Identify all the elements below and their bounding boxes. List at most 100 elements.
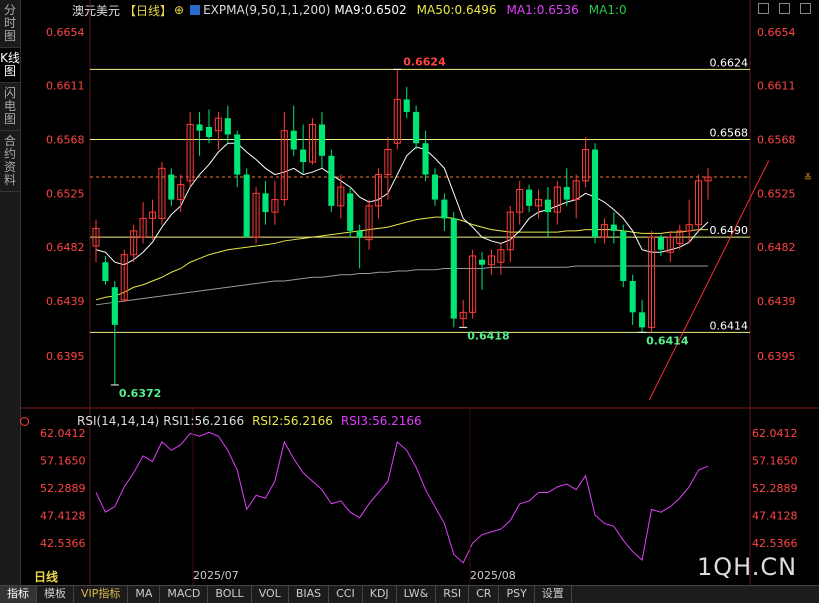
- candle-body-up: [186, 123, 194, 182]
- rsi-tick-left: 47.4128: [40, 509, 86, 522]
- tab-cci[interactable]: CCI: [329, 586, 363, 603]
- candle-body-down: [629, 281, 636, 313]
- ma1-value-a: MA1:0.6536: [506, 3, 579, 17]
- price-tick-left: 0.6654: [46, 26, 85, 39]
- tab-templates[interactable]: 模板: [37, 586, 74, 603]
- candle-body-up: [120, 254, 128, 301]
- candle-body-up: [365, 205, 373, 241]
- candle-body-down: [243, 174, 250, 238]
- ma200-line: [95, 265, 708, 306]
- candle-body-up: [139, 217, 147, 238]
- price-tick-left: 0.6525: [46, 187, 85, 200]
- restore-icon[interactable]: [779, 3, 790, 14]
- price-tick-left: 0.6482: [46, 241, 85, 254]
- candle-body-up: [158, 167, 166, 219]
- candle-body-up: [516, 189, 524, 213]
- price-tick-right: 0.6395: [757, 350, 796, 363]
- rsi-line: [95, 431, 709, 564]
- candle-body-down: [591, 149, 599, 238]
- price-tick-left: 0.6611: [46, 80, 85, 93]
- candle-body-up: [572, 180, 580, 201]
- tab-vol[interactable]: VOL: [252, 586, 289, 603]
- candle-body-up: [685, 224, 693, 232]
- level-label: 0.6568: [710, 126, 749, 139]
- tab-lw[interactable]: LW&: [397, 586, 437, 603]
- indicator-icon: [190, 5, 201, 15]
- price-tick-left: 0.6439: [46, 295, 85, 308]
- period-tag[interactable]: 【日线】: [124, 3, 173, 18]
- candle-body-up: [393, 98, 401, 144]
- tab-vip-indicators[interactable]: VIP指标: [74, 586, 129, 603]
- rsi-tick-right: 42.5366: [752, 537, 798, 550]
- candle-body-up: [459, 311, 467, 320]
- rsi-tick-right: 47.4128: [752, 509, 798, 522]
- settings-icon[interactable]: [20, 416, 29, 426]
- tab-psy[interactable]: PSY: [499, 586, 535, 603]
- candle-body-up: [600, 224, 608, 238]
- tab-indicators[interactable]: 指标: [0, 586, 37, 603]
- rsi1-value: RSI1:56.2166: [163, 414, 245, 428]
- candle-body-down: [328, 155, 335, 206]
- candle-body-up: [497, 249, 505, 263]
- tab-macd[interactable]: MACD: [160, 586, 209, 603]
- candle-body-down: [544, 199, 551, 213]
- period-label[interactable]: 日线: [34, 570, 59, 584]
- price-tick-right: 0.6611: [757, 80, 796, 93]
- candle-body-up: [177, 184, 185, 201]
- annotation-low3: 0.6414: [646, 334, 689, 347]
- annotation-high: 0.6624: [403, 55, 446, 68]
- rsi-tick-left: 62.0412: [40, 427, 86, 440]
- rsi3-value: RSI3:56.2166: [340, 414, 422, 428]
- rsi-tick-right: 52.2889: [752, 482, 798, 495]
- rsi2-value: RSI2:56.2166: [252, 414, 333, 428]
- candle-body-down: [620, 230, 627, 282]
- candle-body-up: [374, 174, 383, 207]
- tab-settings[interactable]: 设置: [535, 586, 572, 603]
- left-tab-bar: 分时图 K线图 闪电图 合约资料: [0, 0, 21, 602]
- candle-body-down: [205, 126, 213, 137]
- candle-body-down: [347, 193, 354, 231]
- window-controls: [758, 3, 811, 14]
- candle-body-up: [280, 130, 288, 201]
- close-icon[interactable]: [800, 3, 811, 14]
- tab-bias[interactable]: BIAS: [289, 586, 330, 603]
- grid-icon[interactable]: [758, 3, 769, 14]
- candle-body-down: [563, 187, 570, 200]
- rsi-header: RSI(14,14,14) RSI1:56.2166 RSI2:56.2166 …: [20, 414, 426, 428]
- tab-contract-info[interactable]: 合约资料: [0, 131, 20, 192]
- ma9-line: [95, 142, 709, 266]
- candle-body-up: [469, 255, 477, 313]
- tab-kline[interactable]: K线图: [0, 48, 20, 83]
- tab-timeshare[interactable]: 分时图: [0, 0, 20, 48]
- level-label: 0.6490: [710, 224, 749, 237]
- tab-ma[interactable]: MA: [128, 586, 161, 603]
- price-tick-right: 0.6654: [757, 26, 796, 39]
- candle-body-down: [431, 174, 439, 200]
- rsi-tick-left: 57.1650: [40, 455, 86, 468]
- annotation-low1: 0.6372: [119, 387, 161, 400]
- candle-body-down: [102, 262, 109, 282]
- tab-cr[interactable]: CR: [469, 586, 500, 603]
- candle-body-up: [487, 255, 496, 266]
- candle-body-down: [300, 149, 307, 163]
- candle-body-down: [413, 111, 420, 144]
- trend-line: [648, 160, 770, 401]
- candle-body-down: [262, 193, 269, 213]
- tab-rsi[interactable]: RSI: [436, 586, 470, 603]
- candle-body-down: [318, 124, 326, 156]
- tab-flash[interactable]: 闪电图: [0, 83, 20, 131]
- candle-body-up: [214, 117, 222, 132]
- tab-kdj[interactable]: KDJ: [363, 586, 397, 603]
- candle-body-down: [168, 174, 175, 200]
- candle-body-up: [271, 199, 279, 213]
- candle-body-down: [356, 230, 363, 238]
- candle-body-down: [196, 124, 203, 131]
- ma9-value: MA9:0.6502: [334, 3, 407, 17]
- lock-icon[interactable]: ⊕: [174, 3, 185, 17]
- candle-body-down: [422, 143, 429, 175]
- candle-body-down: [450, 218, 457, 319]
- tab-boll[interactable]: BOLL: [208, 586, 252, 603]
- candle-body-up: [506, 211, 514, 251]
- watermark: 1QH.CN: [697, 553, 798, 581]
